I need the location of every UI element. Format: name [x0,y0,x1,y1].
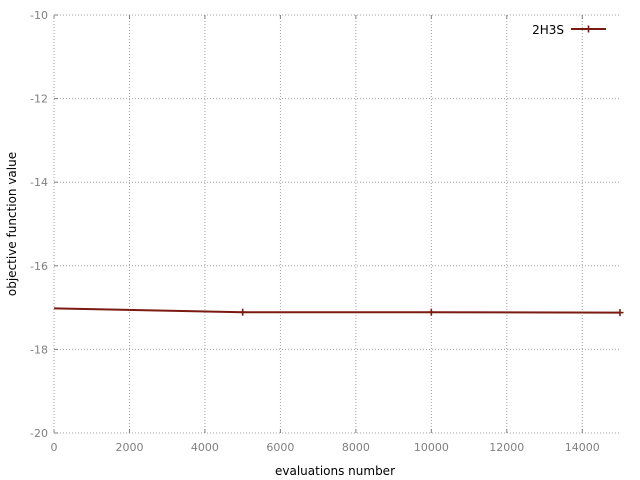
legend-label: 2H3S [532,23,564,37]
x-tick-label: 6000 [266,441,294,454]
y-tick-label: -10 [30,9,48,22]
y-tick-label: -16 [30,260,48,273]
y-tick-label: -18 [30,343,48,356]
axes [53,14,583,434]
x-tick-label: 4000 [191,441,219,454]
data-point [239,308,247,316]
data-point [427,308,435,316]
grid [54,14,620,434]
x-tick-label: 10000 [414,441,449,454]
x-tick-label: 12000 [489,441,524,454]
tick-labels: 0 2000 4000 6000 8000 10000 12000 14000 -20 -18 -1… [30,9,600,454]
y-tick-label: -20 [30,427,48,440]
x-axis-label: evaluations number [275,464,395,478]
y-tick-label: -14 [30,176,48,189]
y-axis-label: objective function value [5,152,19,296]
series-line-0 [53,307,621,314]
x-tick-label: 8000 [342,441,370,454]
legend: 2H3S [532,23,606,37]
data-point [616,309,624,317]
y-tick-label: -12 [30,93,48,106]
x-tick-label: 14000 [565,441,600,454]
x-tick-label: 0 [51,441,58,454]
plot-area [53,307,624,317]
x-tick-label: 2000 [115,441,143,454]
